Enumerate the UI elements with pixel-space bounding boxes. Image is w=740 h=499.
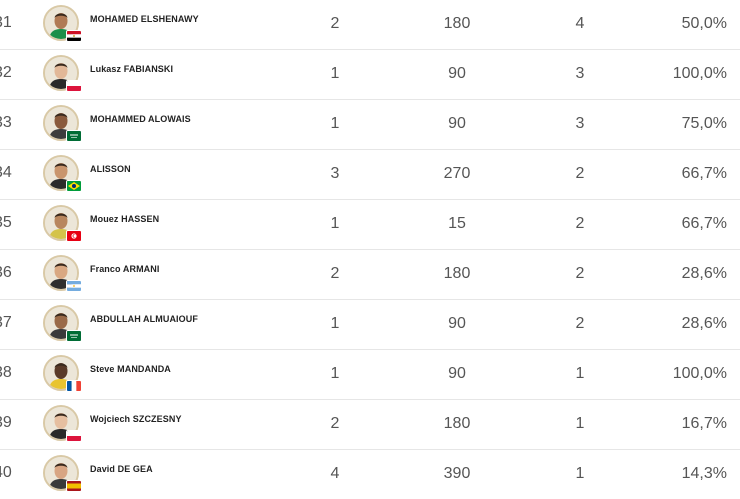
table-row[interactable]: 36 Franco ARMANI 2 180 2 28,6%: [0, 250, 740, 300]
save-percentage: 75,0%: [681, 115, 727, 132]
player-name[interactable]: ABDULLAH ALMUAIOUF: [90, 314, 198, 324]
table-row[interactable]: 39 Wojciech SZCZESNY 2 180 1 16,7%: [0, 400, 740, 450]
saves-count: 3: [575, 65, 585, 82]
player-name[interactable]: David DE GEA: [90, 464, 153, 474]
minutes-played: 180: [443, 415, 471, 432]
matches-played: 1: [330, 365, 340, 382]
player-avatar: [43, 55, 79, 91]
saves-count: 4: [575, 15, 585, 32]
poland-flag-icon: [66, 80, 82, 92]
table-row[interactable]: 38 Steve MANDANDA 1 90 1 100,0%: [0, 350, 740, 400]
matches-played: 2: [330, 415, 340, 432]
save-percentage: 50,0%: [681, 15, 727, 32]
argentina-flag-icon: [66, 280, 82, 292]
rank-number: 34: [0, 164, 12, 181]
table-row[interactable]: 31 MOHAMED ELSHENAWY 2 180 4 50,0%: [0, 0, 740, 50]
brazil-flag-icon: [66, 180, 82, 192]
saves-count: 2: [575, 165, 585, 182]
save-percentage: 100,0%: [672, 365, 727, 382]
saves-count: 2: [575, 265, 585, 282]
rank-number: 32: [0, 64, 12, 81]
player-avatar: [43, 5, 79, 41]
player-name[interactable]: MOHAMED ELSHENAWY: [90, 14, 199, 24]
spain-flag-icon: [66, 480, 82, 492]
minutes-played: 15: [448, 215, 466, 232]
save-percentage: 66,7%: [681, 165, 727, 182]
saves-count: 1: [575, 415, 585, 432]
save-percentage: 16,7%: [681, 415, 727, 432]
minutes-played: 90: [448, 365, 466, 382]
rank-number: 37: [0, 314, 12, 331]
table-row[interactable]: 37 ABDULLAH ALMUAIOUF 1 90 2 28,6%: [0, 300, 740, 350]
minutes-played: 90: [448, 65, 466, 82]
matches-played: 1: [330, 115, 340, 132]
matches-played: 2: [330, 265, 340, 282]
matches-played: 1: [330, 215, 340, 232]
player-name[interactable]: Lukasz FABIANSKI: [90, 64, 174, 74]
table-row[interactable]: 35 Mouez HASSEN 1 15 2 66,7%: [0, 200, 740, 250]
saves-count: 3: [575, 115, 585, 132]
save-percentage: 100,0%: [672, 65, 727, 82]
player-name[interactable]: Steve MANDANDA: [90, 364, 171, 374]
saves-count: 1: [575, 465, 585, 482]
rank-number: 33: [0, 114, 12, 131]
save-percentage: 14,3%: [681, 465, 727, 482]
saudi-flag-icon: [66, 330, 82, 342]
matches-played: 1: [330, 65, 340, 82]
save-percentage: 66,7%: [681, 215, 727, 232]
player-name[interactable]: MOHAMMED ALOWAIS: [90, 114, 191, 124]
saudi-flag-icon: [66, 130, 82, 142]
matches-played: 2: [330, 15, 340, 32]
player-avatar: [43, 155, 79, 191]
save-percentage: 28,6%: [681, 265, 727, 282]
player-name[interactable]: Mouez HASSEN: [90, 214, 160, 224]
player-name[interactable]: Wojciech SZCZESNY: [90, 414, 182, 424]
save-percentage: 28,6%: [681, 315, 727, 332]
table-row[interactable]: 34 ALISSON 3 270 2 66,7%: [0, 150, 740, 200]
rank-number: 40: [0, 464, 12, 481]
saves-count: 2: [575, 315, 585, 332]
table-row[interactable]: 33 MOHAMMED ALOWAIS 1 90 3 75,0%: [0, 100, 740, 150]
egypt-flag-icon: [66, 30, 82, 42]
rank-number: 38: [0, 364, 12, 381]
player-name[interactable]: ALISSON: [90, 164, 131, 174]
matches-played: 3: [330, 165, 340, 182]
minutes-played: 90: [448, 115, 466, 132]
minutes-played: 90: [448, 315, 466, 332]
france-flag-icon: [66, 380, 82, 392]
tunisia-flag-icon: [66, 230, 82, 242]
rank-number: 31: [0, 14, 12, 31]
minutes-played: 180: [443, 15, 471, 32]
player-name[interactable]: Franco ARMANI: [90, 264, 160, 274]
poland-flag-icon: [66, 430, 82, 442]
minutes-played: 270: [443, 165, 471, 182]
saves-count: 1: [575, 365, 585, 382]
table-row[interactable]: 32 Lukasz FABIANSKI 1 90 3 100,0%: [0, 50, 740, 100]
table-row[interactable]: 40 David DE GEA 4 390 1 14,3%: [0, 450, 740, 499]
minutes-played: 390: [443, 465, 471, 482]
rank-number: 39: [0, 414, 12, 431]
rank-number: 36: [0, 264, 12, 281]
saves-count: 2: [575, 215, 585, 232]
matches-played: 1: [330, 315, 340, 332]
player-avatar: [43, 405, 79, 441]
minutes-played: 180: [443, 265, 471, 282]
matches-played: 4: [330, 465, 340, 482]
rank-number: 35: [0, 214, 12, 231]
